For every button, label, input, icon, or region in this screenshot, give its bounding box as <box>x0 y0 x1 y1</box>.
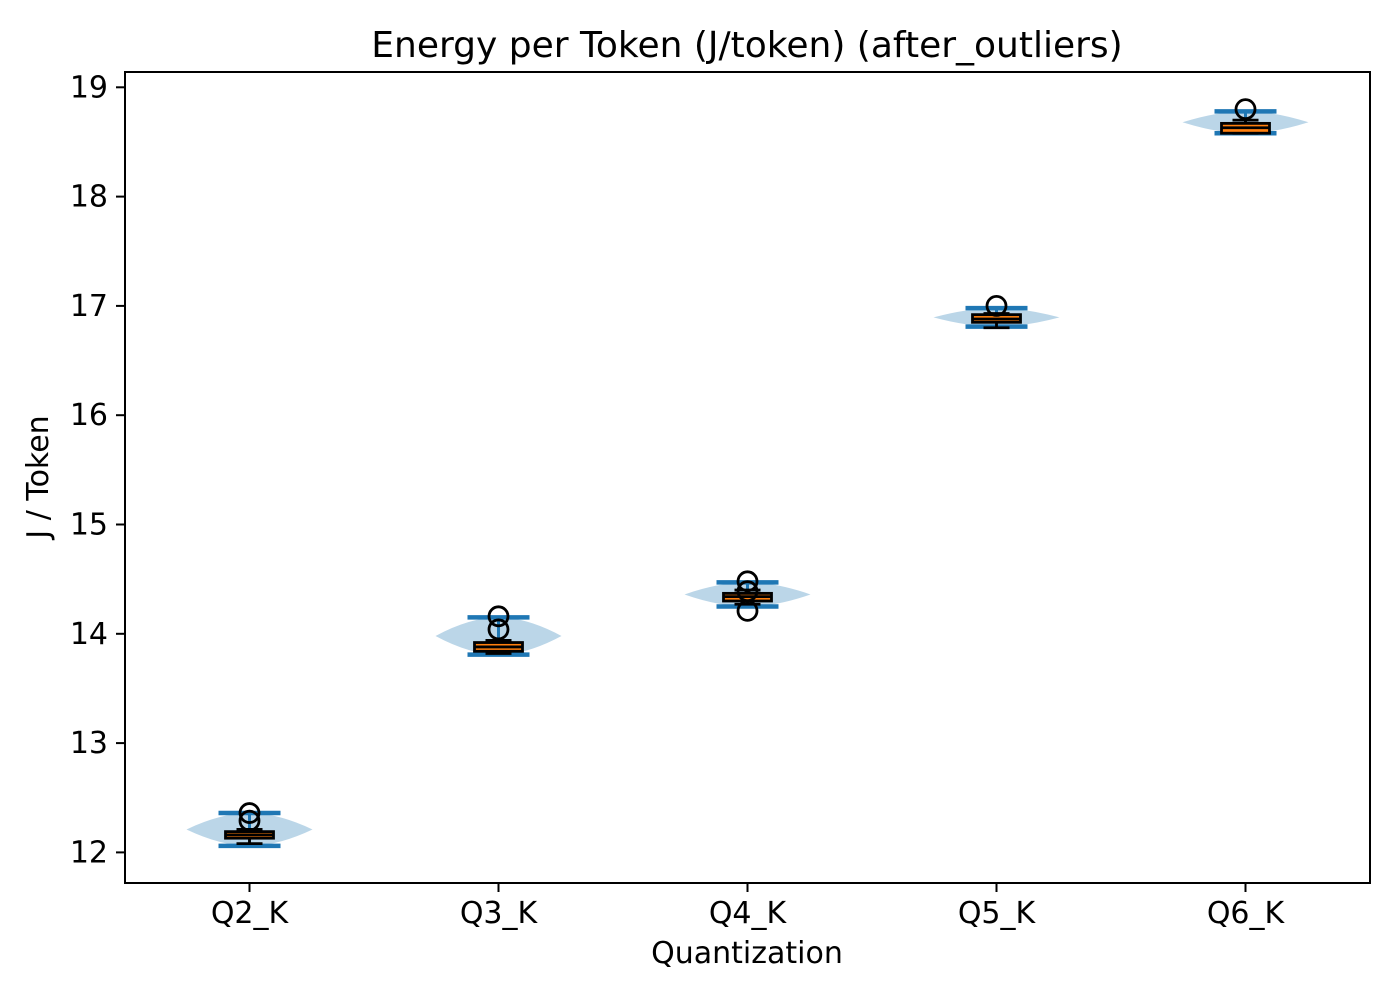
plot-content: 12 13 14 15 16 17 18 19 Q2_K Q3_K Q4_K Q5_K Q6_K <box>70 70 1371 931</box>
chart-title: Energy per Token (J/token) (after_outlie… <box>371 25 1122 66</box>
flier-Q5_K <box>985 295 1008 317</box>
flier-Q4_K <box>736 599 759 622</box>
x-axis-label: Quantization <box>651 936 843 971</box>
flier-Q2_K <box>238 802 261 824</box>
flier-Q3_K <box>487 605 510 628</box>
y-tick-label: 14 <box>70 617 108 652</box>
x-tick-label: Q2_K <box>211 896 290 931</box>
y-tick-label: 19 <box>70 70 108 105</box>
flier-Q3_K <box>487 618 510 641</box>
y-tick-label: 16 <box>70 398 108 433</box>
x-tick-label: Q5_K <box>958 896 1037 931</box>
x-tick-label: Q3_K <box>460 896 539 931</box>
y-tick-label: 18 <box>70 180 108 215</box>
y-tick-label: 13 <box>70 726 108 761</box>
x-tick-label: Q6_K <box>1207 896 1286 931</box>
flier-Q2_K <box>238 809 261 832</box>
y-tick-label: 12 <box>70 835 108 870</box>
x-tick-label: Q4_K <box>709 896 788 931</box>
y-axis-label: J / Token <box>21 415 56 540</box>
plot-border <box>124 71 1371 884</box>
y-tick-label: 17 <box>70 289 108 324</box>
y-tick-label: 15 <box>70 507 108 542</box>
flier-Q4_K <box>736 570 759 593</box>
flier-Q6_K <box>1234 98 1257 121</box>
